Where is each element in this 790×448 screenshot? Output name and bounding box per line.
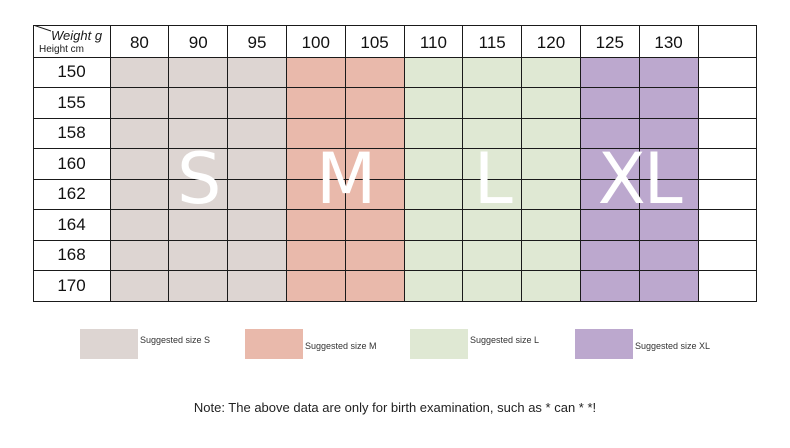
grid-hline	[33, 209, 757, 210]
grid-hline	[33, 56, 757, 58]
legend-item: Suggested size XL	[575, 329, 725, 359]
legend-label: Suggested size M	[305, 341, 377, 351]
weight-header-cell: 90	[188, 33, 208, 52]
size-chart-table: 80 90 95 100 105 110 115 120 125 130 150 155 158 160 1…	[32, 24, 758, 302]
legend-swatch	[575, 329, 633, 359]
grid-hline	[33, 270, 757, 271]
weight-header-cell	[698, 25, 757, 57]
grid-hline	[33, 87, 757, 88]
legend-swatch	[245, 329, 303, 359]
grid-vline	[109, 25, 111, 301]
legend-swatch	[410, 329, 468, 359]
weight-header-cell: 80	[129, 33, 149, 52]
legend-label: Suggested size XL	[635, 341, 711, 351]
weight-header-cell: 105	[360, 33, 389, 52]
legend-label: Suggested size L	[470, 335, 540, 345]
grid-vline	[285, 25, 287, 301]
weight-header-cell: 115	[478, 33, 506, 52]
grid-vline	[521, 25, 523, 301]
size-letter-l: L	[473, 138, 513, 220]
height-row-cell: 158	[57, 123, 86, 143]
height-row-cell: 162	[57, 184, 86, 204]
weight-header-cell: 110	[419, 33, 447, 52]
grid-hline	[33, 148, 757, 149]
legend-item: Suggested size L	[410, 329, 546, 359]
size-letter-m: M	[315, 138, 376, 220]
height-row-cell: 160	[57, 153, 86, 173]
corner-height-label: Height cm	[39, 44, 85, 55]
size-letter-s: S	[176, 138, 221, 220]
weight-header-cell: 130	[654, 33, 683, 52]
corner-diagonal-line	[33, 25, 52, 32]
legend-label: Suggested size S	[140, 335, 211, 345]
grid-hline	[33, 24, 757, 26]
grid-vline	[403, 25, 405, 301]
footnote: Note: The above data are only for birth …	[193, 400, 597, 415]
grid-vline	[32, 25, 34, 301]
corner-weight-label: Weight g	[51, 28, 103, 43]
grid-vline	[227, 25, 229, 301]
grid-vline	[344, 25, 346, 301]
grid-vline	[756, 25, 758, 301]
weight-header-cell: 100	[301, 33, 330, 52]
grid-vline	[697, 25, 699, 301]
weight-header-cell: 125	[595, 33, 624, 52]
size-letter-xl: XL	[597, 138, 683, 220]
height-row-cell: 155	[57, 92, 86, 112]
grid-vline	[638, 25, 640, 301]
grid-vline	[462, 25, 464, 301]
grid-hline	[33, 239, 757, 241]
grid-hline	[33, 300, 757, 302]
legend-item: Suggested size S	[80, 329, 216, 359]
grid-hline	[33, 117, 757, 119]
legend-swatch	[80, 329, 138, 359]
weight-header-cell: 95	[247, 33, 267, 52]
height-row-cell: 170	[57, 275, 86, 295]
height-row-cell: 168	[57, 245, 86, 265]
legend-item: Suggested size M	[245, 329, 395, 359]
grid-vline	[168, 25, 170, 301]
weight-header-cell: 120	[536, 33, 566, 52]
height-row-cell: 164	[57, 214, 86, 234]
height-row-cell: 150	[57, 62, 86, 82]
grid-vline	[579, 25, 581, 301]
grid-hline	[33, 178, 757, 180]
